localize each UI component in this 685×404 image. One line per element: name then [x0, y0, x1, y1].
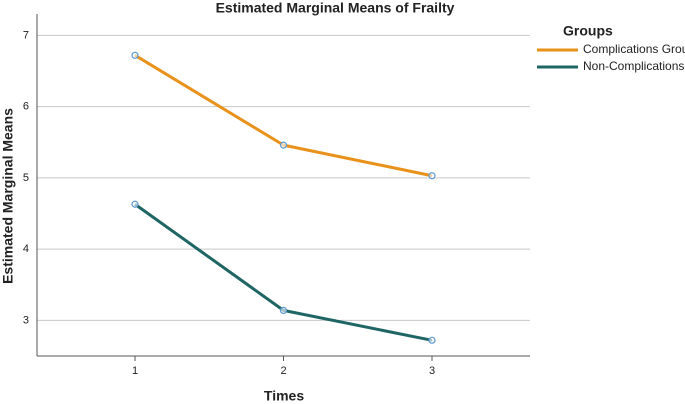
x-axis-label: Times: [264, 388, 304, 404]
y-tick-label: 5: [23, 172, 29, 184]
y-tick-label: 4: [23, 243, 29, 255]
series-line: [134, 54, 433, 178]
y-axis-label: Estimated Marginal Means: [0, 108, 16, 284]
chart-title: Estimated Marginal Means of Frailty: [216, 0, 455, 16]
legend-title: Groups: [563, 23, 613, 39]
y-tick-label: 6: [23, 101, 29, 113]
point: [428, 336, 436, 344]
legend-label: Non-Complications Group: [583, 59, 685, 73]
point: [131, 51, 139, 59]
point: [279, 141, 288, 149]
y-tick-label: 7: [23, 29, 29, 41]
legend-label: Complications Group: [583, 42, 685, 56]
y-tick-label: 3: [23, 314, 29, 326]
x-tick-label: 3: [429, 365, 435, 377]
point: [428, 172, 436, 180]
x-tick-label: 2: [280, 365, 286, 377]
x-tick-label: 1: [132, 365, 138, 377]
point: [279, 306, 288, 314]
point: [131, 200, 139, 208]
